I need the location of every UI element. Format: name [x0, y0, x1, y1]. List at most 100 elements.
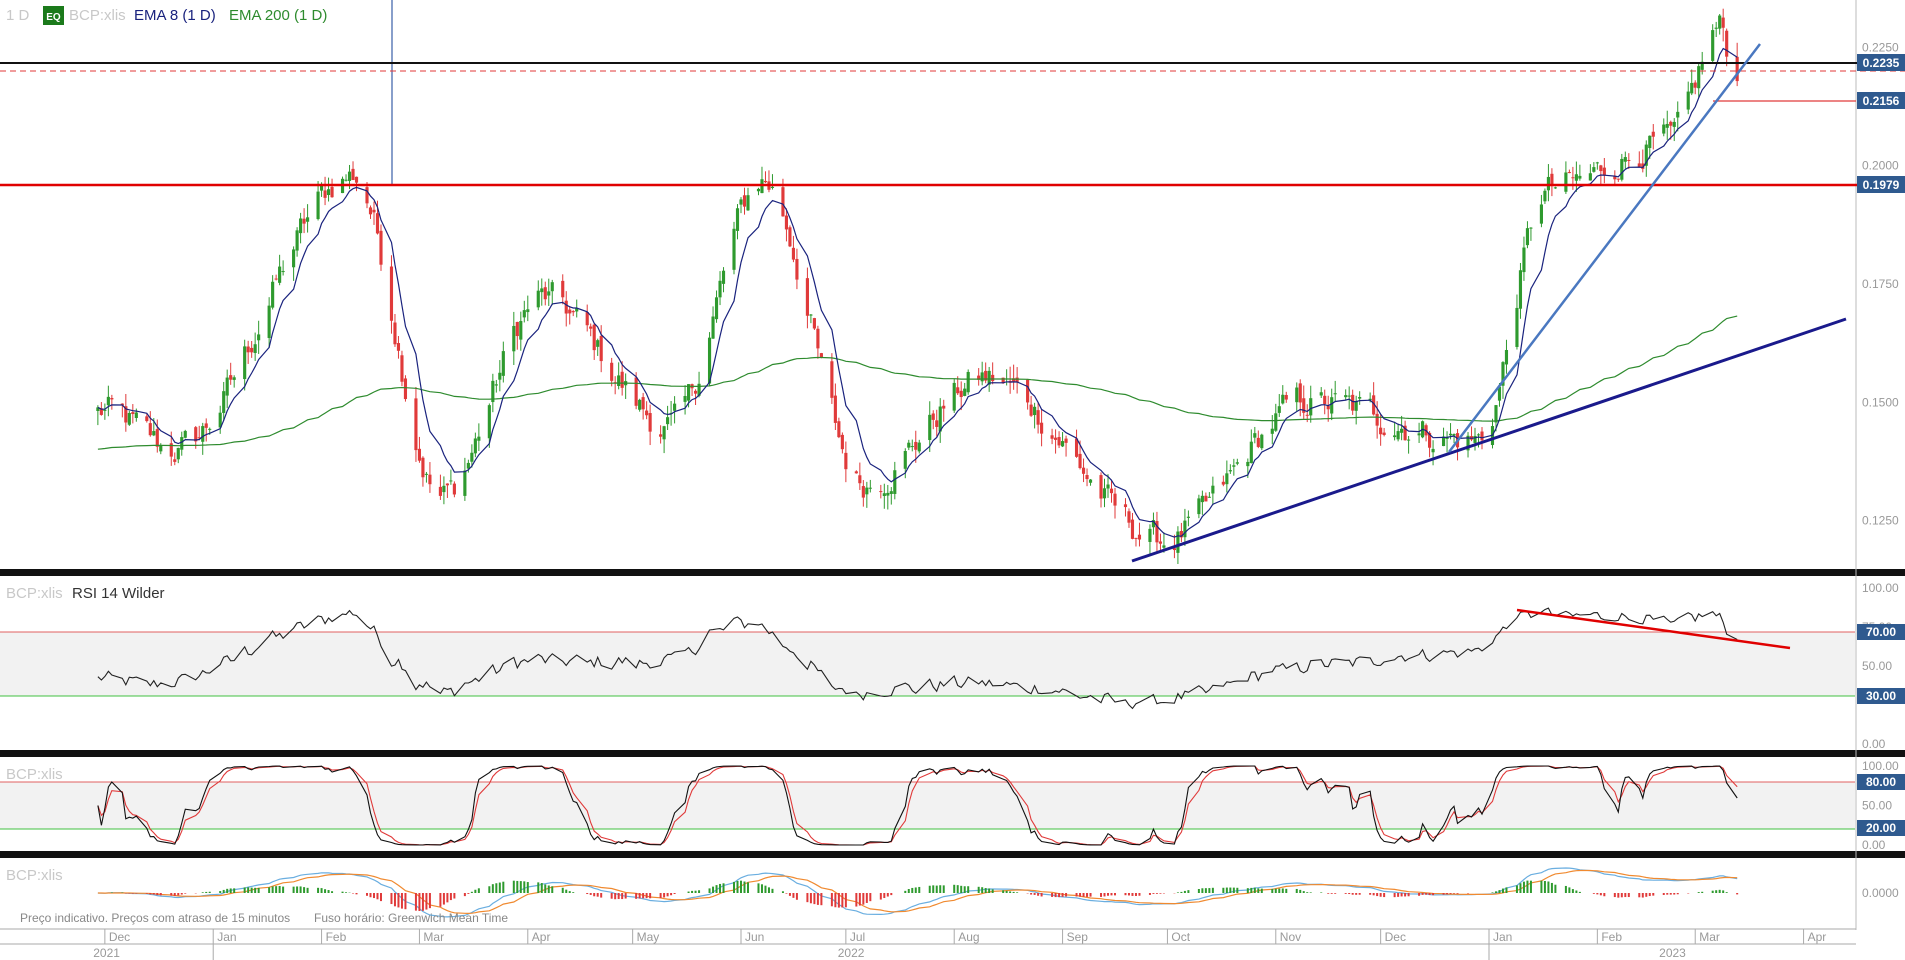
candle: [809, 314, 813, 324]
timeframe-label[interactable]: 1 D: [6, 7, 30, 24]
candle: [1403, 420, 1407, 441]
macd-histogram-bar: [1309, 892, 1312, 893]
symbol-label[interactable]: BCP:xlis: [69, 7, 126, 24]
ema8-legend[interactable]: EMA 8 (1 D): [134, 7, 216, 24]
macd-histogram-bar: [1662, 893, 1665, 895]
candle: [910, 439, 914, 452]
candle: [1109, 479, 1114, 503]
macd-histogram-bar: [1624, 893, 1627, 898]
macd-histogram-bar: [1051, 893, 1054, 897]
trendline-long[interactable]: [1131, 317, 1847, 563]
candle: [683, 385, 687, 415]
panel-separator-1[interactable]: [0, 569, 1905, 576]
candle-body: [526, 309, 530, 313]
macd-histogram-bar: [1159, 893, 1162, 894]
candle-body: [1396, 431, 1400, 440]
macd-histogram-bar: [1446, 893, 1449, 895]
macd-histogram-bar: [1393, 893, 1396, 898]
candle: [1662, 118, 1666, 137]
candle-body: [956, 387, 960, 394]
candle: [714, 290, 719, 323]
candle: [1319, 387, 1323, 398]
candle-body: [1407, 439, 1411, 441]
macd-histogram-bar: [1638, 893, 1641, 898]
candle-body: [1372, 395, 1376, 415]
candle-body: [886, 492, 890, 496]
candle-body: [1309, 398, 1313, 416]
candle: [596, 338, 600, 356]
macd-histogram-bar: [1299, 889, 1302, 893]
candle: [1179, 522, 1183, 543]
candle: [1445, 431, 1449, 453]
candle-body: [232, 377, 236, 380]
candle: [673, 396, 677, 424]
candle: [1564, 161, 1568, 194]
macd-histogram-bar: [355, 893, 358, 895]
candle-body: [246, 346, 250, 353]
drawings[interactable]: [0, 0, 1905, 563]
macd-histogram-bar: [299, 886, 302, 893]
candle-body: [756, 188, 761, 192]
candle-body: [1476, 434, 1481, 436]
candle-body: [1697, 66, 1701, 89]
macd-histogram-bar: [1232, 887, 1235, 893]
macd-histogram-bar: [257, 887, 260, 893]
macd-histogram-bar: [1281, 888, 1284, 893]
candle: [379, 224, 383, 271]
stoch-level-20: 20.00: [1857, 820, 1905, 836]
macd-histogram-bar: [303, 887, 306, 893]
candle: [833, 383, 837, 430]
macd-histogram-bar: [226, 888, 229, 893]
ema200-legend[interactable]: EMA 200 (1 D): [229, 7, 327, 24]
candle-body: [1305, 414, 1309, 416]
candle: [966, 369, 970, 395]
macd-histogram-bar: [425, 893, 428, 910]
candle-body: [449, 480, 453, 482]
candle-body: [148, 423, 152, 436]
macd-signal-line: [97, 869, 1738, 915]
panel-separator-3[interactable]: [0, 851, 1905, 858]
candle: [389, 255, 394, 334]
trendline-steep[interactable]: [1448, 43, 1761, 453]
candle-body: [494, 384, 498, 386]
macd-histogram-bar: [719, 883, 722, 893]
candle: [690, 383, 694, 397]
macd-histogram-bar: [743, 881, 746, 893]
candle: [1602, 157, 1606, 184]
candle-body: [540, 288, 544, 293]
candle-body: [1400, 428, 1404, 433]
candle: [1333, 380, 1337, 403]
macd-histogram-bar: [1082, 893, 1085, 897]
macd-histogram-bar: [523, 881, 526, 893]
candle: [931, 410, 935, 430]
candle-body: [1567, 172, 1571, 174]
macd-histogram-bar: [439, 893, 442, 907]
candle: [767, 170, 771, 193]
panel-separator-2[interactable]: [0, 750, 1905, 757]
candle-body: [1571, 177, 1575, 179]
candle: [1277, 394, 1281, 417]
candle-body: [980, 372, 984, 382]
candle: [400, 350, 404, 387]
macd-histogram-bar: [1522, 881, 1525, 893]
candle-body: [96, 407, 100, 411]
macd-histogram-bar: [879, 893, 882, 900]
rsi-title[interactable]: RSI 14 Wilder: [72, 585, 165, 602]
macd-histogram-bar: [477, 888, 480, 893]
candle: [424, 471, 428, 483]
candle: [648, 404, 652, 446]
candle: [428, 462, 432, 493]
macd-histogram-bar: [1669, 893, 1672, 895]
candle-body: [498, 372, 502, 380]
candle-body: [218, 412, 222, 428]
candle: [1040, 409, 1044, 447]
candle: [145, 413, 149, 423]
candle: [1323, 389, 1327, 415]
rsi-divergence-line[interactable]: [1516, 608, 1791, 650]
stoch-level-80: 80.00: [1857, 774, 1905, 790]
candle: [1253, 426, 1257, 444]
candle-body: [173, 459, 177, 462]
candle-body: [903, 450, 907, 469]
candle: [1260, 433, 1264, 451]
